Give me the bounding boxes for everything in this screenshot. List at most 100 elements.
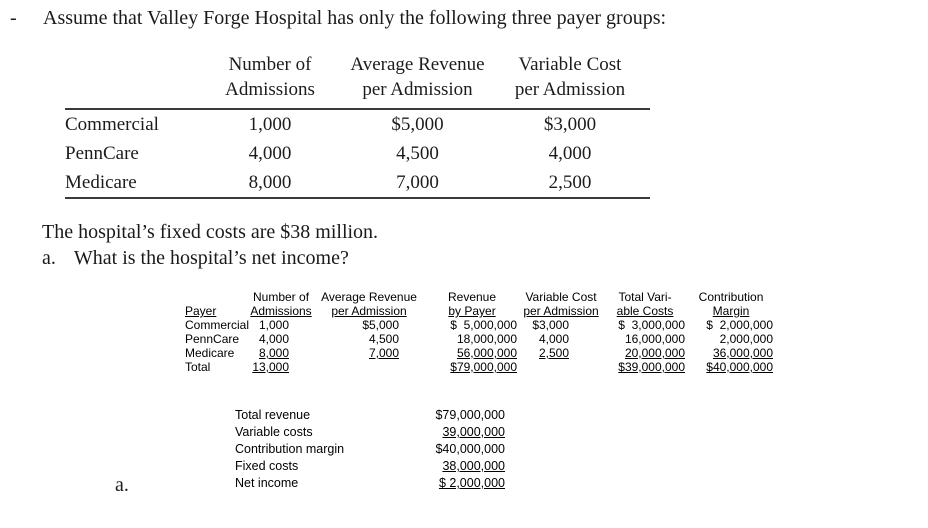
header-avg-revenue-line1: Average Revenue: [321, 290, 417, 304]
summary-value: $ 2,000,000: [438, 476, 505, 490]
question-text: What is the hospital’s net income?: [73, 247, 349, 269]
intro-text: Assume that Valley Forge Hospital has on…: [43, 7, 667, 29]
question-a-line: a. What is the hospital’s net income?: [42, 247, 349, 270]
header-var-cost-line1: Variable Cost: [525, 290, 597, 304]
var-cost-value: 4,000: [538, 332, 570, 346]
payer-name: PennCare: [185, 332, 240, 346]
solution-row-medicare: Medicare 8,000 7,000 56,000,000 2,500 20…: [185, 346, 775, 360]
revenue-value: 56,000,000: [456, 346, 518, 360]
payer-row-commercial: Commercial 1,000 $5,000 $3,000: [65, 109, 650, 139]
question-label: a.: [42, 247, 56, 269]
admissions-value: 4,000: [258, 332, 290, 346]
solution-table: Number of Average Revenue Revenue Variab…: [185, 290, 775, 374]
payer-row-penncare: PennCare 4,000 4,500 4,000: [65, 139, 650, 168]
solution-row-commercial: Commercial 1,000 $5,000 $ 5,000,000 $3,0…: [185, 318, 775, 332]
total-variable-costs: $39,000,000: [618, 360, 686, 374]
summary-value: $79,000,000: [435, 408, 505, 422]
header-line-1: Number of: [228, 54, 312, 75]
avg-revenue-value: 7,000: [368, 346, 400, 360]
header-line-1: Average Revenue: [350, 54, 485, 75]
fixed-costs-text: The hospital’s fixed costs are $38 milli…: [42, 221, 379, 243]
payer-name: Medicare: [65, 168, 195, 199]
header-revenue-line1: Revenue: [447, 290, 497, 304]
summary-label: Total revenue: [235, 408, 311, 422]
summary-value: 38,000,000: [442, 459, 505, 473]
header-blank: [185, 290, 249, 304]
contribution-value: 36,000,000: [712, 346, 774, 360]
total-var-value: $ 3,000,000: [618, 318, 686, 332]
admissions-value: 8,000: [258, 346, 290, 360]
avg-revenue-value: 7,000: [345, 168, 490, 199]
header-admissions-line1: Number of: [253, 290, 310, 304]
total-revenue: $79,000,000: [450, 360, 518, 374]
solution-header-line1: Number of Average Revenue Revenue Variab…: [185, 290, 775, 304]
total-var-value: 16,000,000: [624, 332, 686, 346]
admissions-value: 8,000: [195, 168, 345, 199]
revenue-value: 18,000,000: [456, 332, 518, 346]
contribution-value: $ 2,000,000: [706, 318, 774, 332]
total-var-value: 20,000,000: [624, 346, 686, 360]
income-summary: Total revenue $79,000,000 Variable costs…: [235, 407, 505, 492]
var-cost-value: 2,500: [538, 346, 570, 360]
part-a-label: a.: [115, 474, 129, 496]
total-contribution: $40,000,000: [706, 360, 774, 374]
variable-cost-value: $3,000: [543, 113, 597, 135]
header-payer: Payer: [185, 304, 217, 318]
payer-table-header-row: Number of Admissions Average Revenue per…: [65, 52, 650, 110]
header-revenue-line2: by Payer: [448, 304, 496, 318]
header-line-2: Admissions: [225, 79, 315, 100]
summary-value: 39,000,000: [442, 425, 505, 439]
summary-label: Net income: [235, 476, 299, 490]
revenue-value: $ 5,000,000: [450, 318, 518, 332]
payer-row-medicare: Medicare 8,000 7,000 2,500: [65, 168, 650, 199]
empty-cell: [313, 360, 425, 374]
summary-label: Variable costs: [235, 425, 313, 439]
summary-row-net-income: Net income $ 2,000,000: [235, 475, 505, 492]
summary-label: Fixed costs: [235, 459, 299, 473]
header-contribution-line2: Margin: [712, 304, 750, 318]
avg-revenue-value: $5,000: [391, 113, 444, 135]
avg-revenue-value: 4,500: [396, 142, 439, 164]
summary-row-fixed-costs: Fixed costs 38,000,000: [235, 458, 505, 475]
payer-name: PennCare: [65, 142, 139, 164]
payer-name: Commercial: [185, 318, 250, 332]
header-contribution-line1: Contribution: [698, 290, 764, 304]
payer-table-header-admissions: Number of Admissions: [195, 52, 345, 110]
solution-header-line2: Payer Admissions per Admission by Payer …: [185, 304, 775, 318]
empty-cell: [519, 360, 603, 374]
admissions-value: 4,000: [248, 142, 292, 164]
total-admissions: 13,000: [252, 360, 290, 374]
payer-groups-table: Number of Admissions Average Revenue per…: [65, 52, 650, 199]
header-total-var-line1: Total Vari-: [618, 290, 672, 304]
payer-name: Commercial: [65, 113, 159, 135]
summary-label: Contribution margin: [235, 442, 345, 456]
avg-revenue-value: $5,000: [362, 318, 400, 332]
payer-name: Medicare: [185, 346, 235, 360]
header-var-cost-line2: per Admission: [523, 304, 599, 318]
bullet-dash: -: [10, 7, 17, 29]
admissions-value: 1,000: [248, 113, 292, 135]
summary-row-total-revenue: Total revenue $79,000,000: [235, 407, 505, 424]
admissions-value: 1,000: [258, 318, 290, 332]
var-cost-value: $3,000: [532, 318, 570, 332]
payer-table-header-avg-revenue: Average Revenue per Admission: [345, 52, 490, 110]
summary-value: $40,000,000: [435, 442, 505, 456]
payer-table-header-variable-cost: Variable Cost per Admission: [490, 52, 650, 110]
header-line-2: per Admission: [362, 79, 473, 100]
summary-row-contribution-margin: Contribution margin $40,000,000: [235, 441, 505, 458]
header-total-var-line2: able Costs: [616, 304, 674, 318]
avg-revenue-value: 4,500: [368, 332, 400, 346]
header-line-1: Variable Cost: [518, 54, 622, 75]
variable-cost-value: 4,000: [548, 142, 592, 164]
header-admissions-line2: Admissions: [250, 304, 312, 318]
payer-table-blank-header: [65, 52, 195, 110]
contribution-value: 2,000,000: [719, 332, 774, 346]
solution-row-penncare: PennCare 4,000 4,500 18,000,000 4,000 16…: [185, 332, 775, 346]
header-line-2: per Admission: [514, 79, 626, 100]
header-avg-revenue-line2: per Admission: [331, 304, 407, 318]
solution-row-total: Total 13,000 $79,000,000 $39,000,000 $40…: [185, 360, 775, 374]
summary-row-variable-costs: Variable costs 39,000,000: [235, 424, 505, 441]
intro-line: - Assume that Valley Forge Hospital has o…: [10, 7, 666, 30]
total-label: Total: [185, 360, 211, 374]
